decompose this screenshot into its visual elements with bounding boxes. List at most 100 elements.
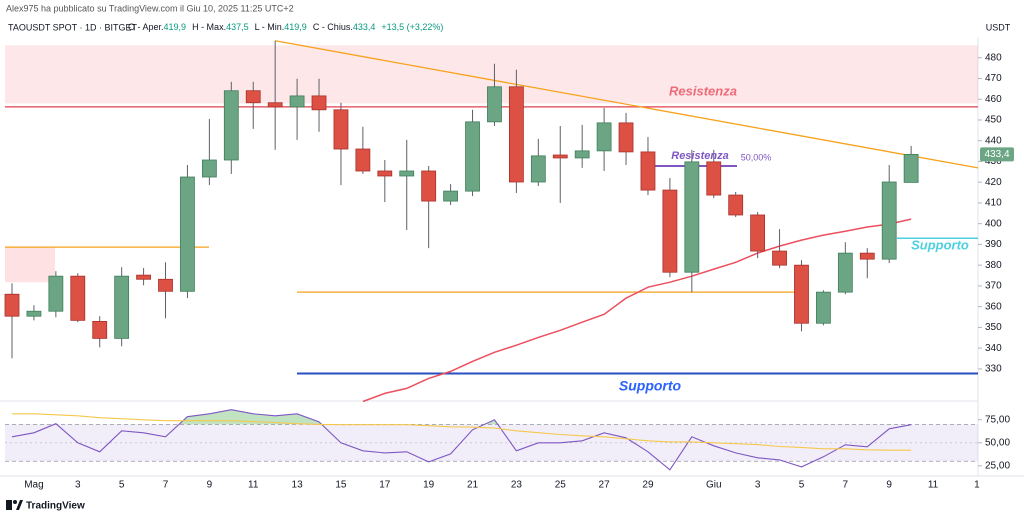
- x-tick-label: 15: [335, 480, 347, 491]
- x-tick-label: Giu: [706, 480, 722, 491]
- y-tick-label: 380: [985, 260, 1002, 271]
- x-tick-label: 19: [423, 480, 435, 491]
- x-tick-label: 25: [555, 480, 567, 491]
- y-tick-label: 440: [985, 135, 1002, 146]
- candle-body: [772, 250, 787, 266]
- candle-body: [618, 122, 634, 153]
- x-tick-label: 5: [119, 480, 125, 491]
- candle-body: [706, 161, 722, 196]
- y-tick-label: 340: [985, 343, 1002, 354]
- last-price-label: 433,4: [984, 149, 1009, 160]
- x-tick-label: Mag: [24, 480, 43, 491]
- ohlc-value: 419,9: [164, 22, 187, 32]
- x-tick-label: 3: [75, 480, 81, 491]
- candle-body: [421, 170, 437, 202]
- candle-body: [311, 95, 327, 111]
- annotation: Supporto: [619, 378, 682, 394]
- y-tick-label: 390: [985, 239, 1002, 250]
- moving-average: [362, 218, 912, 403]
- ohlc-value: 419,9: [284, 22, 307, 32]
- ohlc-value: 437,5: [226, 22, 249, 32]
- x-tick-label: 21: [467, 480, 479, 491]
- rsi-line: [12, 413, 912, 451]
- x-tick-label: 7: [163, 480, 169, 491]
- candle-body: [728, 194, 744, 216]
- candle-body: [662, 189, 678, 273]
- x-tick-label: 7: [843, 480, 849, 491]
- candle-body: [508, 86, 524, 183]
- x-tick-label: 9: [207, 480, 213, 491]
- currency: USDT: [986, 22, 1011, 32]
- candle-body: [180, 176, 195, 292]
- candle-body: [881, 181, 897, 260]
- y-tick-label: 350: [985, 322, 1002, 333]
- x-tick-label: 3: [755, 480, 761, 491]
- y-tick-label: 430: [985, 156, 1002, 167]
- candle-body: [399, 170, 415, 177]
- candle-body: [859, 252, 875, 260]
- y-tick-label: 410: [985, 198, 1002, 209]
- candle-body: [750, 214, 766, 252]
- candle-body: [684, 161, 700, 273]
- candle-body: [574, 150, 590, 159]
- x-tick-label: 23: [511, 480, 523, 491]
- candle-body: [443, 190, 459, 202]
- candle-body: [465, 121, 480, 192]
- y-tick-label: 360: [985, 301, 1002, 312]
- x-tick-label: 27: [599, 480, 611, 491]
- y-tick-label: 330: [985, 364, 1002, 375]
- candle-body: [289, 95, 305, 108]
- candle-body: [552, 154, 568, 159]
- y-tick-label: 460: [985, 94, 1002, 105]
- y-tick-label: 480: [985, 52, 1002, 63]
- candle-body: [70, 275, 86, 321]
- candle-body: [136, 274, 151, 280]
- candle-body: [487, 86, 502, 123]
- candle-body: [355, 148, 371, 172]
- x-tick-label: 17: [379, 480, 391, 491]
- candle-body: [223, 90, 239, 161]
- candle-body: [48, 275, 64, 312]
- y-tick-label: 450: [985, 115, 1002, 126]
- annotation: Resistenza: [671, 150, 728, 162]
- x-tick-label: 11: [248, 480, 259, 491]
- candle-body: [640, 151, 656, 191]
- y-tick-label: 50,00: [985, 437, 1010, 448]
- y-tick-label: 370: [985, 281, 1002, 292]
- candle-body: [201, 159, 217, 178]
- candle-body: [333, 109, 349, 150]
- y-tick-label: 420: [985, 177, 1002, 188]
- candle-body: [837, 252, 853, 293]
- candle-body: [816, 291, 831, 324]
- ohlc-change: +13,5 (+3,22%): [381, 22, 443, 32]
- candle-body: [530, 155, 546, 183]
- candle-body: [26, 310, 42, 317]
- y-tick-label: 400: [985, 218, 1002, 229]
- candle-body: [267, 102, 283, 108]
- symbol: TAOUSDT SPOT · 1D · BITGET: [8, 22, 138, 32]
- x-tick-label: 9: [886, 480, 892, 491]
- zone: [5, 247, 55, 283]
- ohlc-label: O - Aper.: [128, 22, 164, 32]
- trendline: [275, 40, 979, 169]
- annotation: Resistenza: [669, 83, 737, 98]
- ohlc-label: H - Max.: [192, 22, 226, 32]
- x-tick-label: 1: [974, 480, 980, 491]
- candle-body: [158, 278, 173, 292]
- x-tick-label: 29: [642, 480, 654, 491]
- candle-body: [92, 320, 108, 339]
- ohlc-value: 433,4: [353, 22, 376, 32]
- y-tick-label: 75,00: [985, 414, 1010, 425]
- ohlc-label: L - Min.: [255, 22, 285, 32]
- candle-body: [794, 264, 809, 324]
- candle-body: [377, 170, 393, 177]
- rsi-line: [11, 409, 912, 471]
- annotation: 50,00%: [741, 152, 772, 162]
- last-price-box: [980, 147, 1014, 162]
- candle-body: [4, 293, 20, 317]
- x-tick-label: 11: [928, 480, 939, 491]
- x-tick-label: 5: [799, 480, 805, 491]
- candle-body: [245, 90, 261, 104]
